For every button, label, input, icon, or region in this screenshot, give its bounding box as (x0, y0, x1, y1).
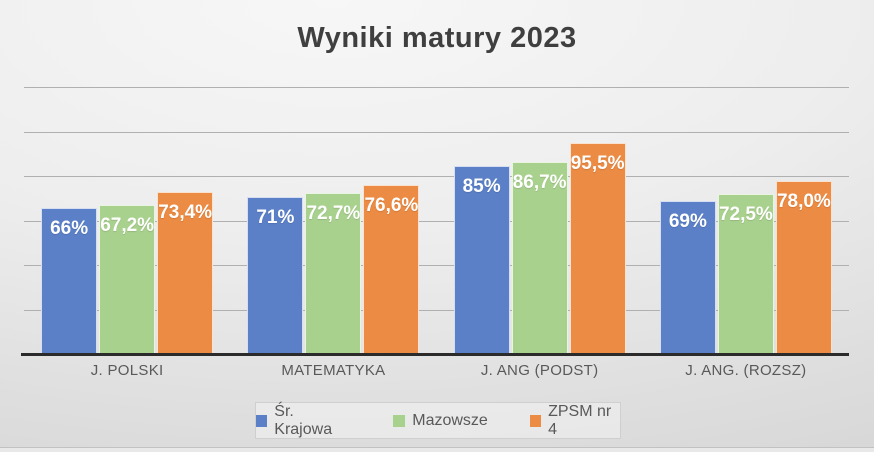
slide-bottom-edge (0, 447, 874, 452)
bar: 72,5% (717, 193, 774, 355)
bar-cluster: 69% 72,5% 78,0% (659, 181, 832, 355)
legend-swatch-icon (393, 414, 406, 427)
legend-swatch-icon (529, 414, 542, 427)
category-label: MATEMATYKA (281, 362, 386, 379)
bar: 72,7% (305, 193, 362, 355)
bar-value-label: 78,0% (776, 191, 831, 213)
legend: Śr. Krajowa Mazowsze ZPSM nr 4 (255, 402, 621, 439)
bar-value-label: 66% (50, 218, 89, 240)
bar: 66% (41, 208, 98, 355)
category-label: J. ANG. (ROZSZ) (685, 362, 807, 379)
bar-value-label: 95,5% (570, 152, 625, 174)
category-slot: 85% 86,7% 95,5% (437, 88, 643, 355)
category-slot: 66% 67,2% 73,4% (24, 88, 230, 355)
category-slot: 69% 72,5% 78,0% (643, 88, 849, 355)
legend-item: Śr. Krajowa (256, 403, 351, 439)
bar: 95,5% (569, 142, 626, 355)
gridline (24, 87, 849, 88)
bar-cluster: 71% 72,7% 76,6% (247, 184, 420, 355)
x-axis-line (21, 353, 849, 356)
category-label: J. POLSKI (90, 362, 164, 379)
gridline (24, 131, 849, 133)
chart-title: Wyniki matury 2023 (297, 22, 577, 54)
bar: 67,2% (99, 205, 156, 355)
bar-cluster: 66% 67,2% 73,4% (41, 191, 214, 355)
legend-label: Śr. Krajowa (274, 402, 333, 438)
gridline (24, 220, 849, 222)
bar-value-label: 73,4% (158, 201, 213, 223)
bar-value-label: 71% (256, 207, 295, 229)
category-axis-labels: J. POLSKI MATEMATYKA J. ANG (PODST) J. ANG.… (24, 362, 849, 379)
bar: 86,7% (511, 162, 568, 355)
bar: 69% (659, 201, 716, 355)
legend-label: Mazowsze (412, 411, 488, 429)
category-label: J. ANG (PODST) (480, 362, 599, 379)
bar: 85% (453, 165, 510, 355)
legend-item: ZPSM nr 4 (529, 402, 620, 439)
legend-item: Mazowsze (393, 412, 488, 430)
legend-label: ZPSM nr 4 (548, 402, 612, 438)
bar-clusters: 66% 67,2% 73,4% 71% 72,7% 76,6% 85% 86,7% 95,5% 6… (24, 88, 849, 355)
legend-swatch-icon (256, 414, 268, 427)
bar-value-label: 76,6% (364, 194, 419, 216)
bar-cluster: 85% 86,7% 95,5% (453, 142, 626, 355)
bar-value-label: 85% (462, 175, 501, 197)
bar: 76,6% (363, 184, 420, 355)
bar: 73,4% (157, 191, 214, 355)
gridline (24, 265, 849, 266)
gridline (24, 176, 849, 177)
bar-value-label: 86,7% (512, 172, 567, 194)
bar: 78,0% (775, 181, 832, 355)
category-slot: 71% 72,7% 76,6% (230, 88, 436, 355)
bar-value-label: 69% (668, 211, 707, 233)
bar-value-label: 72,5% (718, 203, 773, 225)
bar-value-label: 72,7% (306, 203, 361, 225)
bar: 71% (247, 197, 304, 355)
bar-value-label: 67,2% (100, 215, 155, 237)
gridline (24, 309, 849, 311)
plot-area: 66% 67,2% 73,4% 71% 72,7% 76,6% 85% 86,7% 95,5% 6… (21, 87, 849, 356)
